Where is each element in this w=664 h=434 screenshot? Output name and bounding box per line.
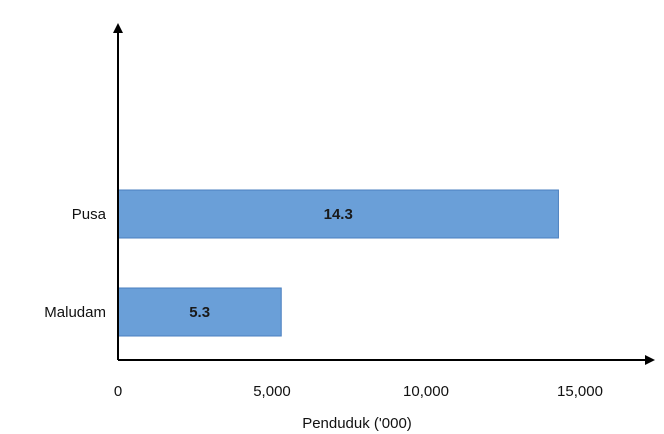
x-axis-title: Penduduk ('000) — [302, 415, 412, 432]
data-label-maludam: 5.3 — [189, 304, 210, 321]
category-label-pusa: Pusa — [72, 206, 107, 223]
bar-pusa — [117, 189, 559, 239]
data-label-pusa: 14.3 — [324, 206, 353, 223]
x-tick-label-5000: 5,000 — [253, 383, 291, 400]
category-label-maludam: Maludam — [44, 304, 106, 321]
labels-layer: Pusa 14.3 Maludam 5.3 0 5,000 10,000 15,000 — [44, 206, 603, 400]
axes-layer — [113, 23, 655, 365]
x-tick-label-0: 0 — [114, 383, 122, 400]
bar-maludam — [117, 287, 282, 337]
bars-layer — [117, 189, 559, 337]
x-tick-label-15000: 15,000 — [557, 383, 603, 400]
x-tick-label-10000: 10,000 — [403, 383, 449, 400]
